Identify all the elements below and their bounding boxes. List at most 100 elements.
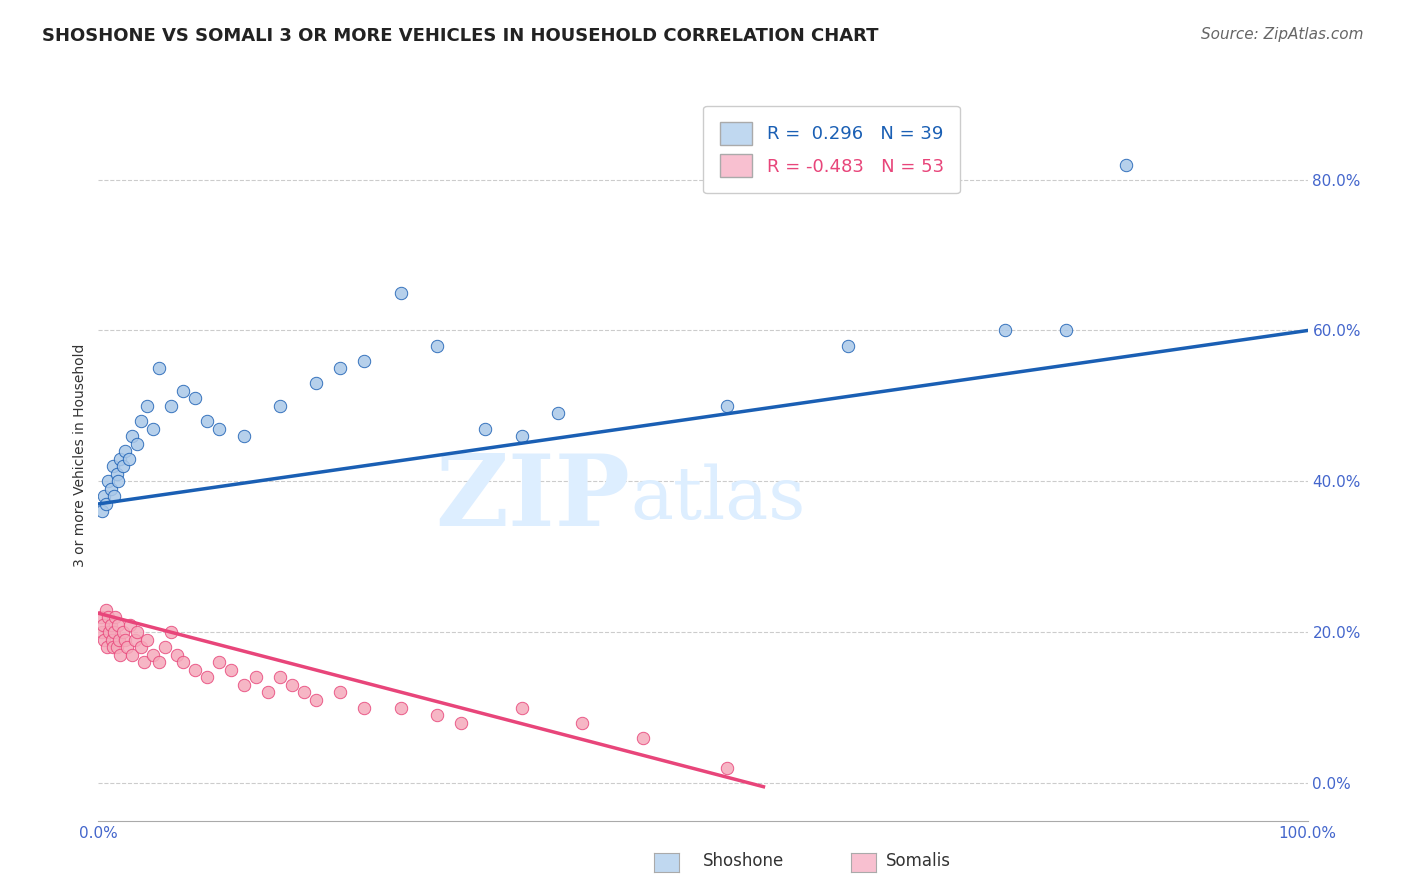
Point [96, 640, 118, 655]
Point [111, 625, 134, 640]
Point [329, 685, 352, 699]
Point [232, 678, 254, 692]
Point [100, 482, 122, 496]
Point [91, 504, 114, 518]
Point [129, 640, 152, 655]
Point [103, 489, 125, 503]
Point [98, 625, 121, 640]
Point [426, 338, 449, 352]
Point [153, 640, 176, 655]
Point [127, 436, 149, 450]
Point [108, 648, 131, 662]
Point [121, 429, 143, 443]
Point [1054, 324, 1077, 338]
Point [94, 602, 117, 616]
Point [450, 715, 472, 730]
Point [571, 715, 593, 730]
Point [195, 414, 218, 428]
Point [100, 632, 122, 647]
Point [97, 610, 120, 624]
Point [305, 693, 328, 707]
Point [353, 353, 375, 368]
Point [118, 451, 141, 466]
Point [510, 700, 533, 714]
Point [221, 663, 243, 677]
Point [135, 632, 157, 647]
Point [232, 429, 254, 443]
Point [305, 376, 328, 391]
Point [94, 497, 117, 511]
Point [1115, 158, 1137, 172]
Point [103, 625, 125, 640]
Point [195, 670, 218, 684]
Point [510, 429, 533, 443]
Point [389, 285, 412, 300]
Text: SHOSHONE VS SOMALI 3 OR MORE VEHICLES IN HOUSEHOLD CORRELATION CHART: SHOSHONE VS SOMALI 3 OR MORE VEHICLES IN… [42, 27, 879, 45]
Point [208, 421, 231, 435]
Point [101, 459, 124, 474]
Point [389, 700, 412, 714]
Point [160, 399, 183, 413]
Point [105, 467, 128, 481]
Point [105, 640, 128, 655]
Point [121, 648, 143, 662]
Point [269, 670, 291, 684]
Point [108, 451, 131, 466]
Point [118, 617, 141, 632]
Point [129, 414, 152, 428]
Point [101, 640, 124, 655]
Point [114, 444, 136, 458]
Point [91, 617, 114, 632]
Point [166, 648, 188, 662]
Point [93, 632, 115, 647]
Point [91, 625, 114, 640]
Point [208, 655, 231, 669]
Point [90, 610, 112, 624]
Point [124, 632, 146, 647]
Text: Source: ZipAtlas.com: Source: ZipAtlas.com [1201, 27, 1364, 42]
Text: Shoshone: Shoshone [703, 852, 785, 870]
Point [107, 475, 129, 489]
Point [135, 399, 157, 413]
Point [127, 625, 149, 640]
Point [426, 708, 449, 723]
Point [245, 670, 267, 684]
Point [117, 640, 139, 655]
Point [837, 338, 859, 352]
Point [329, 361, 352, 376]
Point [547, 407, 569, 421]
Point [716, 761, 738, 775]
Legend: R =  0.296   N = 39, R = -0.483   N = 53: R = 0.296 N = 39, R = -0.483 N = 53 [703, 105, 960, 194]
Text: ZIP: ZIP [436, 450, 630, 548]
Point [111, 459, 134, 474]
Point [172, 655, 194, 669]
Point [184, 392, 207, 406]
Point [142, 421, 165, 435]
Point [353, 700, 375, 714]
Point [994, 324, 1017, 338]
Point [256, 685, 278, 699]
Point [474, 421, 496, 435]
Point [97, 475, 120, 489]
Point [292, 685, 315, 699]
Point [160, 625, 183, 640]
Point [148, 361, 170, 376]
Point [716, 399, 738, 413]
Point [269, 399, 291, 413]
Point [134, 655, 156, 669]
Point [184, 663, 207, 677]
Point [631, 731, 654, 745]
Point [107, 617, 129, 632]
Point [281, 678, 304, 692]
Point [148, 655, 170, 669]
Point [100, 617, 122, 632]
Point [172, 384, 194, 398]
Y-axis label: 3 or more Vehicles in Household: 3 or more Vehicles in Household [73, 343, 87, 566]
Point [114, 632, 136, 647]
Text: atlas: atlas [630, 464, 806, 534]
Point [104, 610, 127, 624]
Text: Somalis: Somalis [886, 852, 950, 870]
Point [108, 632, 131, 647]
Point [93, 489, 115, 503]
Point [142, 648, 165, 662]
